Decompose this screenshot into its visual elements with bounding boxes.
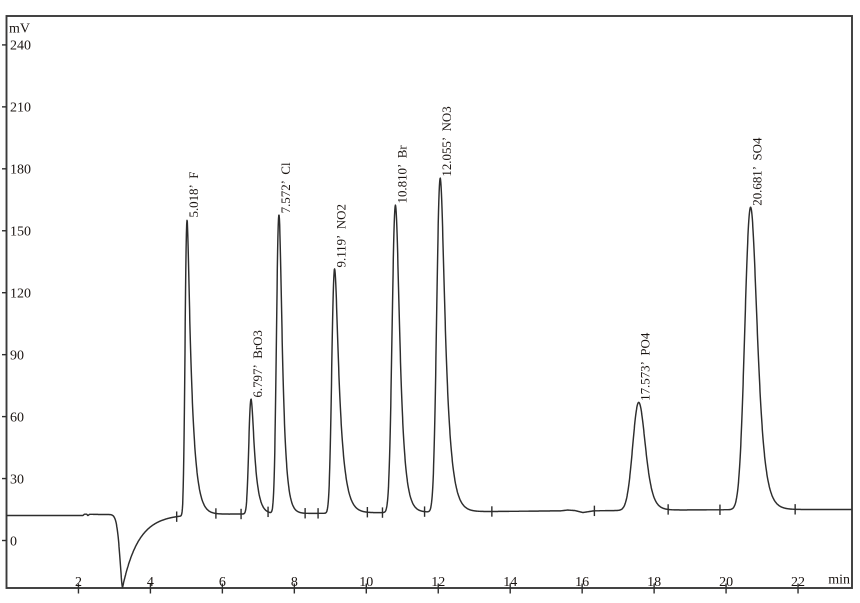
peak-label-po4: 17.573’ PO4 bbox=[639, 332, 653, 401]
y-axis-tick-label: 90 bbox=[10, 348, 24, 363]
peak-label-f: 5.018’ F bbox=[187, 172, 201, 218]
x-axis-tick-label: 20 bbox=[719, 575, 733, 590]
x-axis-tick-label: 12 bbox=[431, 575, 445, 590]
x-axis-tick-label: 10 bbox=[359, 575, 373, 590]
y-axis-tick-label: 150 bbox=[10, 225, 31, 240]
peak-label-br: 10.810’ Br bbox=[395, 145, 409, 204]
x-axis-tick-label: 14 bbox=[503, 575, 517, 590]
x-axis-tick-label: 22 bbox=[791, 575, 805, 590]
y-axis-tick-label: 210 bbox=[10, 101, 31, 116]
y-axis-tick-label: 60 bbox=[10, 410, 24, 425]
y-axis-tick-label: 180 bbox=[10, 163, 31, 178]
x-axis-tick-label: 2 bbox=[75, 575, 82, 590]
x-axis-unit-label: min bbox=[828, 573, 850, 588]
plot-frame bbox=[5, 15, 853, 589]
x-axis-tick-label: 4 bbox=[147, 575, 154, 590]
y-axis-tick-label: 30 bbox=[10, 472, 24, 487]
y-axis-tick-label: 120 bbox=[10, 287, 31, 302]
x-axis-tick-label: 6 bbox=[219, 575, 226, 590]
peak-label-no2: 9.119’ NO2 bbox=[335, 204, 349, 267]
y-axis-tick-label: 0 bbox=[10, 534, 17, 549]
x-axis-tick-label: 16 bbox=[575, 575, 589, 590]
peak-label-no3: 12.055’ NO3 bbox=[440, 106, 454, 176]
y-axis-unit-label: mV bbox=[9, 22, 30, 37]
peak-label-cl: 7.572’ Cl bbox=[279, 162, 293, 213]
peak-label-bro3: 6.797’ BrO3 bbox=[251, 330, 265, 397]
chromatogram-trace bbox=[6, 177, 853, 589]
peak-label-so4: 20.681’ SO4 bbox=[751, 137, 765, 206]
y-axis-tick-label: 240 bbox=[10, 39, 31, 54]
x-axis-tick-label: 18 bbox=[647, 575, 661, 590]
x-axis-tick-label: 8 bbox=[291, 575, 298, 590]
